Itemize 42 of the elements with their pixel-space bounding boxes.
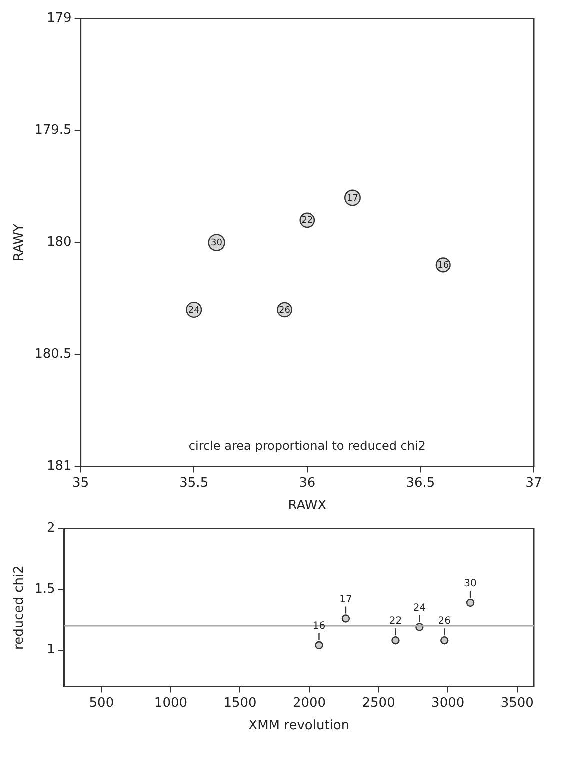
annotation: 22 (302, 216, 314, 226)
annotation: 22 (389, 616, 402, 628)
point (315, 641, 324, 650)
x-tick-label: 500 (89, 696, 114, 711)
annotation: 16 (312, 621, 326, 632)
x-tick-label: 3500 (500, 696, 534, 711)
y-axis-title: RAWY (12, 224, 28, 262)
y-axis-title: reduced chi2 (12, 566, 28, 650)
y-tick-label: 180.5 (34, 347, 72, 362)
x-tick-label: 2500 (362, 696, 396, 711)
annotation: 26 (279, 306, 291, 316)
point (342, 614, 350, 623)
y-tick-label: 181 (46, 459, 72, 474)
annotation: 17 (340, 594, 352, 606)
x-axis-title: RAWX (288, 498, 327, 514)
x-tick-label: 1000 (154, 696, 188, 711)
x-tick-label: 3000 (432, 696, 465, 711)
annotation: 30 (211, 238, 223, 249)
annotation: 24 (413, 602, 426, 614)
annotation: circle area proportional to reduced chi2 (188, 438, 426, 453)
x-tick-label: 35.5 (180, 476, 209, 491)
y-tick-label: 180 (46, 235, 72, 250)
x-tick-label: 35 (72, 476, 90, 491)
annotation: 30 (464, 578, 477, 590)
annotation: 24 (188, 306, 200, 316)
annotation: 17 (347, 194, 358, 204)
point (392, 636, 400, 645)
x-tick-label: 1500 (224, 696, 257, 711)
point (440, 636, 449, 645)
x-tick-label: 36 (299, 476, 316, 491)
x-tick-label: 2000 (292, 696, 326, 711)
x-axis-title: XMM revolution (248, 718, 350, 734)
annotation: 16 (438, 261, 450, 272)
x-tick-label: 36.5 (406, 476, 436, 491)
y-tick-label: 1.5 (34, 582, 56, 597)
annotation: 26 (438, 616, 451, 628)
y-tick-label: 179.5 (34, 123, 72, 138)
x-tick-label: 37 (526, 476, 542, 491)
y-tick-label: 1 (46, 642, 56, 658)
y-tick-label: 179 (46, 11, 72, 26)
point (466, 598, 475, 608)
y-tick-label: 2 (46, 521, 56, 536)
